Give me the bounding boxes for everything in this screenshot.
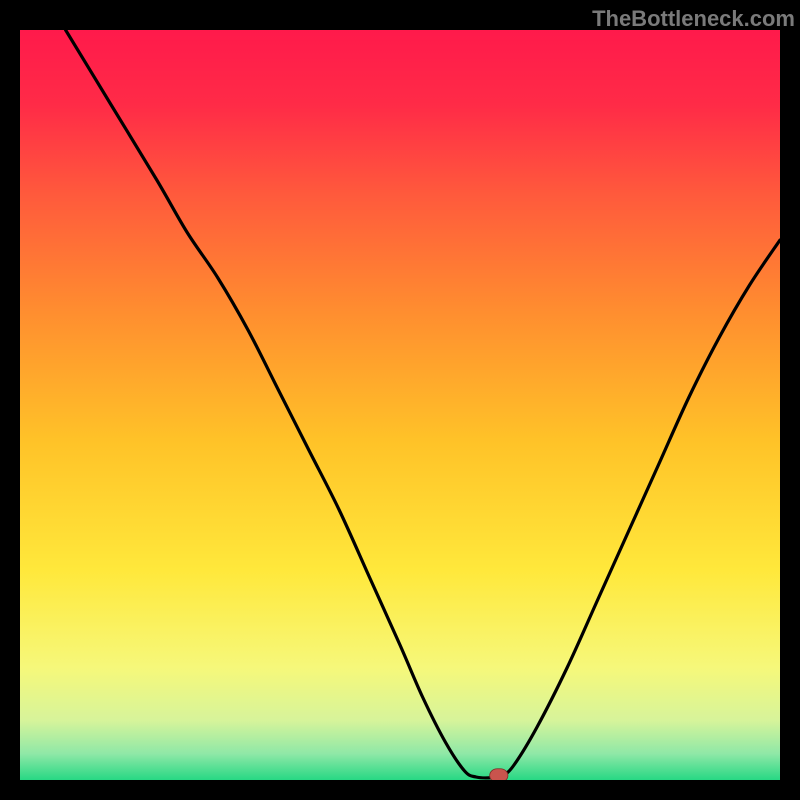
bottleneck-chart: TheBottleneck.com	[0, 0, 800, 800]
watermark-text: TheBottleneck.com	[592, 6, 795, 31]
